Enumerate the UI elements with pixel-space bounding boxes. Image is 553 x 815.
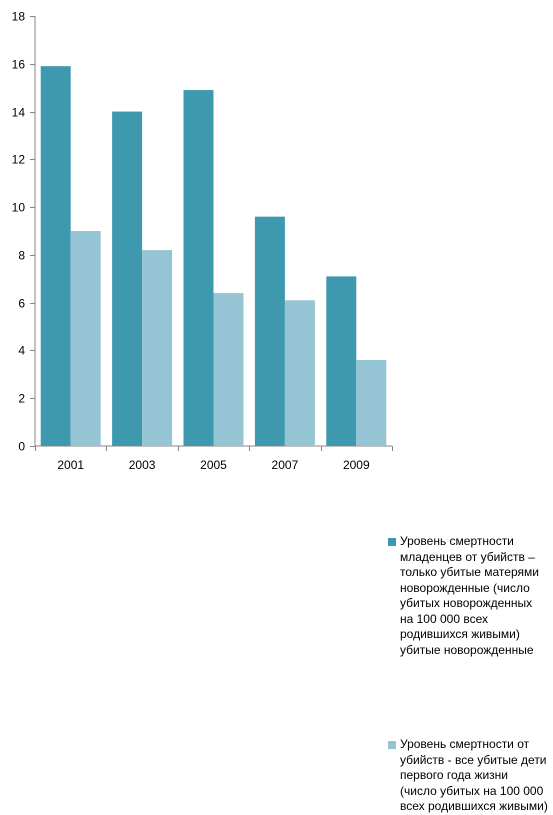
bar-series-2-2009: [356, 360, 387, 446]
bar-series-2-2005: [213, 293, 244, 446]
chart-plot: 0 2 4 6 8 10 12 14 16 18 2001 2003 2005 2007 2009: [12, 10, 393, 472]
bar-series-1-2007: [254, 216, 285, 446]
legend-label-series-1: Уровень смертности младенцев от убийств …: [400, 534, 539, 657]
x-tick-label: 2009: [343, 458, 370, 472]
y-tick-label: 0: [18, 440, 25, 454]
legend-swatch-series-2: [388, 741, 396, 749]
legend-item-series-1: Уровень смертности младенцев от убийств …: [388, 534, 548, 658]
legend-swatch-series-1: [388, 538, 396, 546]
x-tick-label: 2001: [57, 458, 84, 472]
bar-series-2-2001: [70, 231, 101, 446]
x-tick-label: 2007: [272, 458, 299, 472]
y-tick-label: 18: [12, 10, 26, 24]
bar-series-1-2005: [183, 90, 214, 447]
bar-series-1-2009: [326, 276, 357, 446]
y-tick-label: 14: [12, 106, 26, 120]
legend-label-series-2: Уровень смертности от убийств - все убит…: [400, 737, 548, 813]
y-tick-label: 8: [18, 249, 25, 263]
bar-series-1-2001: [40, 66, 71, 447]
y-tick-label: 16: [12, 58, 26, 72]
x-tick-label: 2005: [200, 458, 227, 472]
chart: 0 2 4 6 8 10 12 14 16 18 2001 2003 2005 2007 2009 Уров…: [12, 10, 548, 814]
bar-series-1-2003: [112, 111, 143, 447]
y-tick-label: 2: [18, 392, 25, 406]
x-tick-label: 2003: [129, 458, 156, 472]
y-tick-label: 10: [12, 201, 26, 215]
y-tick-label: 4: [18, 344, 25, 358]
y-tick-label: 12: [12, 153, 26, 167]
bar-series-2-2007: [284, 300, 315, 446]
bar-series-2-2003: [142, 250, 173, 446]
y-tick-label: 6: [18, 297, 25, 311]
legend-item-series-2: Уровень смертности от убийств - все убит…: [388, 737, 548, 815]
